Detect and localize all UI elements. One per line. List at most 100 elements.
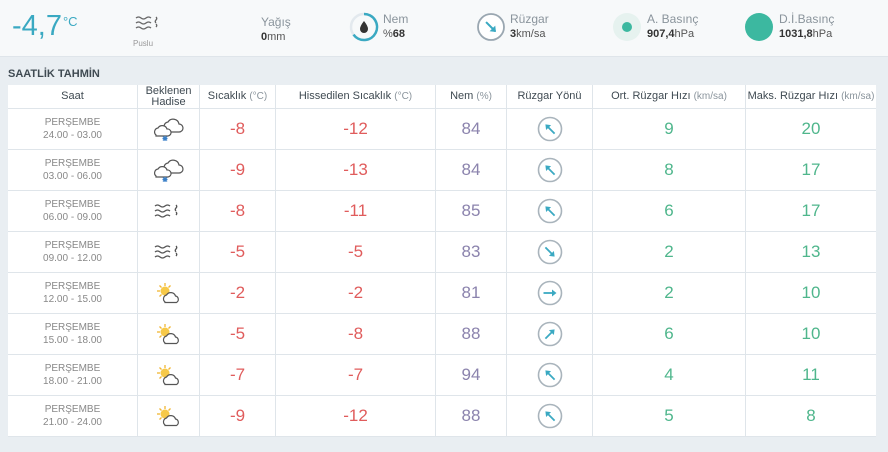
humidity-cell: 84 — [436, 150, 507, 191]
precip-label: Yağış — [261, 15, 291, 29]
feels-cell: -8 — [276, 314, 436, 355]
current-conditions-bar: -4,7°C Puslu Yağış 0mm Nem %68 Rüzgar 3k… — [0, 0, 888, 57]
fog-icon — [152, 202, 186, 219]
pressure-value: 907,4hPa — [647, 28, 695, 40]
feels-cell: -11 — [276, 191, 436, 232]
max-wind-cell: 13 — [746, 232, 876, 273]
avg-wind-cell: 2 — [593, 273, 746, 314]
precip-value: 0mm — [261, 31, 286, 43]
event-cell — [138, 396, 200, 437]
fog-icon — [152, 243, 186, 260]
wind-arrow-icon — [537, 280, 563, 306]
time-cell: PERŞEMBE 15.00 - 18.00 — [8, 314, 138, 355]
time-range: 15.00 - 18.00 — [43, 335, 102, 346]
avg-wind-cell: 8 — [593, 150, 746, 191]
temperature-value: -4,7 — [12, 10, 62, 42]
temp-cell: -5 — [200, 232, 276, 273]
wind-arrow-icon — [537, 321, 563, 347]
day-label: PERŞEMBE — [44, 117, 101, 128]
event-cell — [138, 232, 200, 273]
time-cell: PERŞEMBE 12.00 - 15.00 — [8, 273, 138, 314]
wind-direction-icon — [477, 13, 505, 41]
feels-cell: -13 — [276, 150, 436, 191]
max-wind-cell: 20 — [746, 109, 876, 150]
table-row: PERŞEMBE 21.00 - 24.00 -9 -12 88 5 8 — [8, 396, 876, 437]
temp-cell: -8 — [200, 191, 276, 232]
humidity-icon — [349, 12, 379, 42]
humidity-cell: 94 — [436, 355, 507, 396]
fog-icon — [135, 16, 158, 30]
wind-label: Rüzgar — [510, 12, 549, 26]
max-wind-cell: 10 — [746, 273, 876, 314]
table-row: PERŞEMBE 06.00 - 09.00 -8 -11 85 6 17 — [8, 191, 876, 232]
day-label: PERŞEMBE — [44, 240, 101, 251]
table-row: PERŞEMBE 09.00 - 12.00 -5 -5 83 2 13 — [8, 232, 876, 273]
temp-cell: -9 — [200, 150, 276, 191]
max-wind-cell: 10 — [746, 314, 876, 355]
section-title: SAATLİK TAHMİN — [8, 68, 100, 80]
day-label: PERŞEMBE — [44, 363, 101, 374]
humidity-cell: 81 — [436, 273, 507, 314]
sea-pressure-value: 1031,8hPa — [779, 28, 833, 40]
time-range: 24.00 - 03.00 — [43, 130, 102, 141]
table-header-row: Saat Beklenen Hadise Sıcaklık (°C) Hisse… — [8, 85, 876, 109]
header-feels: Hissedilen Sıcaklık (°C) — [276, 85, 436, 109]
wind-dir-cell — [507, 150, 593, 191]
feels-cell: -7 — [276, 355, 436, 396]
avg-wind-cell: 2 — [593, 232, 746, 273]
event-cell — [138, 191, 200, 232]
wind-arrow-icon — [537, 116, 563, 142]
partly-cloudy-icon — [152, 365, 186, 386]
max-wind-cell: 17 — [746, 150, 876, 191]
event-cell — [138, 355, 200, 396]
current-temperature: -4,7°C — [12, 10, 78, 43]
wind-arrow-icon — [537, 157, 563, 183]
partly-cloudy-icon — [152, 324, 186, 345]
wind-dir-cell — [507, 191, 593, 232]
header-humidity: Nem (%) — [436, 85, 507, 109]
condition-label: Puslu — [133, 39, 154, 48]
day-label: PERŞEMBE — [44, 281, 101, 292]
wind-arrow-icon — [537, 239, 563, 265]
time-cell: PERŞEMBE 18.00 - 21.00 — [8, 355, 138, 396]
wind-dir-cell — [507, 314, 593, 355]
table-row: PERŞEMBE 18.00 - 21.00 -7 -7 94 4 11 — [8, 355, 876, 396]
pressure-label: A. Basınç — [647, 12, 699, 26]
time-range: 09.00 - 12.00 — [43, 253, 102, 264]
humidity-cell: 88 — [436, 396, 507, 437]
humidity-cell: 85 — [436, 191, 507, 232]
header-temp: Sıcaklık (°C) — [200, 85, 276, 109]
humidity-cell: 83 — [436, 232, 507, 273]
temp-cell: -2 — [200, 273, 276, 314]
avg-wind-cell: 6 — [593, 191, 746, 232]
sea-pressure-icon — [745, 13, 773, 41]
avg-wind-cell: 4 — [593, 355, 746, 396]
wind-arrow-icon — [537, 403, 563, 429]
day-label: PERŞEMBE — [44, 158, 101, 169]
header-time: Saat — [8, 85, 138, 109]
event-cell — [138, 273, 200, 314]
wind-arrow-icon — [537, 198, 563, 224]
time-range: 18.00 - 21.00 — [43, 376, 102, 387]
humidity-value: %68 — [383, 28, 406, 40]
header-avg-wind: Ort. Rüzgar Hızı (km/sa) — [593, 85, 746, 109]
event-cell — [138, 150, 200, 191]
temp-cell: -8 — [200, 109, 276, 150]
partly-cloudy-icon — [152, 283, 186, 304]
humidity-label: Nem — [383, 12, 409, 26]
hourly-forecast-table: Saat Beklenen Hadise Sıcaklık (°C) Hisse… — [8, 85, 876, 437]
time-cell: PERŞEMBE 24.00 - 03.00 — [8, 109, 138, 150]
humidity-cell: 88 — [436, 314, 507, 355]
time-cell: PERŞEMBE 21.00 - 24.00 — [8, 396, 138, 437]
avg-wind-cell: 5 — [593, 396, 746, 437]
pressure-icon — [613, 13, 641, 41]
feels-cell: -12 — [276, 396, 436, 437]
wind-dir-cell — [507, 355, 593, 396]
time-cell: PERŞEMBE 09.00 - 12.00 — [8, 232, 138, 273]
max-wind-cell: 17 — [746, 191, 876, 232]
temp-cell: -7 — [200, 355, 276, 396]
temp-cell: -9 — [200, 396, 276, 437]
day-label: PERŞEMBE — [44, 199, 101, 210]
day-label: PERŞEMBE — [44, 322, 101, 333]
time-range: 21.00 - 24.00 — [43, 417, 102, 428]
